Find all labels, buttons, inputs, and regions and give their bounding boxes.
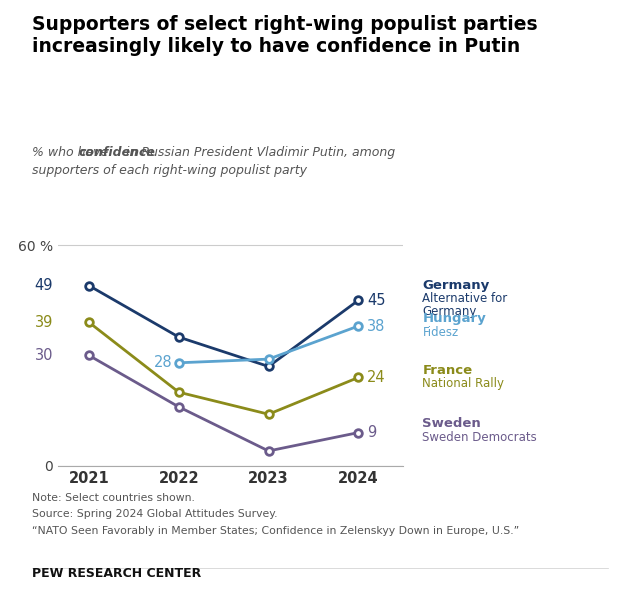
Text: 45: 45	[367, 293, 386, 308]
Text: % who have: % who have	[32, 146, 112, 159]
Text: supporters of each right-wing populist party: supporters of each right-wing populist p…	[32, 164, 307, 177]
Text: 28: 28	[154, 355, 173, 370]
Text: 39: 39	[35, 315, 53, 330]
Text: Supporters of select right-wing populist parties
increasingly likely to have con: Supporters of select right-wing populist…	[32, 15, 538, 56]
Text: France: France	[422, 364, 472, 377]
Text: “NATO Seen Favorably in Member States; Confidence in Zelenskyy Down in Europe, U: “NATO Seen Favorably in Member States; C…	[32, 526, 519, 536]
Text: Source: Spring 2024 Global Attitudes Survey.: Source: Spring 2024 Global Attitudes Sur…	[32, 509, 278, 519]
Text: Germany: Germany	[422, 279, 490, 292]
Text: Sweden: Sweden	[422, 417, 481, 430]
Text: 9: 9	[367, 425, 376, 440]
Text: Germany: Germany	[422, 304, 477, 318]
Text: Alternative for: Alternative for	[422, 292, 508, 305]
Text: Fidesz: Fidesz	[422, 325, 459, 338]
Text: 38: 38	[367, 319, 386, 334]
Text: Sweden Democrats: Sweden Democrats	[422, 431, 537, 444]
Text: National Rally: National Rally	[422, 377, 504, 390]
Text: PEW RESEARCH CENTER: PEW RESEARCH CENTER	[32, 567, 201, 580]
Text: in Russian President Vladimir Putin, among: in Russian President Vladimir Putin, amo…	[122, 146, 395, 159]
Text: confidence: confidence	[78, 146, 155, 159]
Text: 30: 30	[35, 348, 53, 363]
Text: 49: 49	[35, 278, 53, 293]
Text: Hungary: Hungary	[422, 312, 486, 325]
Text: Note: Select countries shown.: Note: Select countries shown.	[32, 493, 195, 503]
Text: 24: 24	[367, 370, 386, 385]
